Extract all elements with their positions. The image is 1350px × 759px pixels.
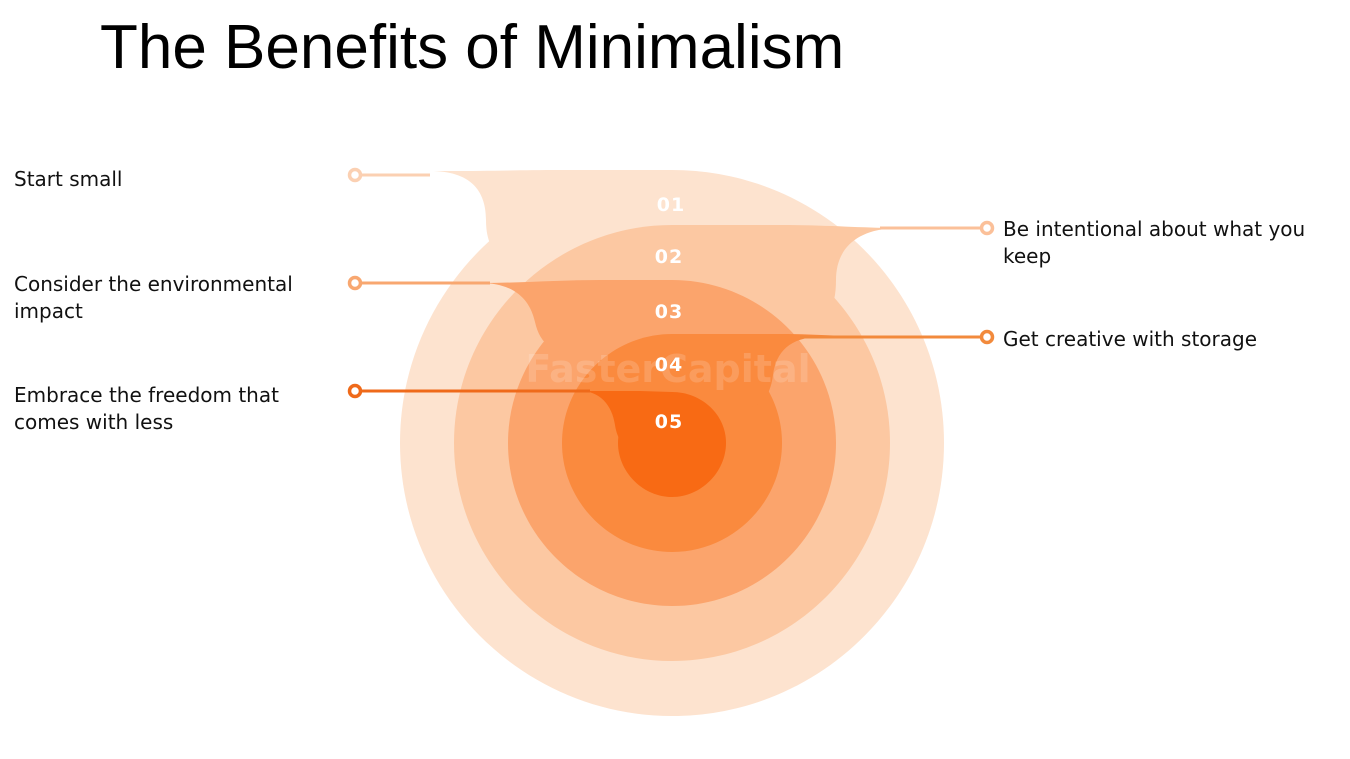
marker-01 (347, 167, 363, 183)
ring-05-number: 05 (655, 411, 683, 433)
step-label-be-intentional: Be intentional about what you keep (1003, 217, 1306, 268)
ring-02-number: 02 (655, 246, 683, 268)
ring-03-tail (362, 280, 672, 355)
ring-04-tail (672, 334, 980, 408)
ring-01-tail (355, 170, 672, 262)
step-label-environmental-impact: Consider the environmental impact (14, 272, 293, 323)
marker-03 (347, 275, 363, 291)
ring-01-number: 01 (657, 194, 685, 216)
step-label-embrace-freedom: Embrace the freedom that comes with less (14, 383, 279, 434)
slide-title: The Benefits of Minimalism (100, 13, 845, 82)
ring-03-number: 03 (655, 301, 683, 323)
ring-02-tail (672, 225, 980, 322)
step-label-creative-storage: Get creative with storage (1003, 327, 1258, 351)
ring-05-tail (362, 391, 672, 455)
ring-04-number: 04 (655, 354, 683, 376)
marker-04 (979, 329, 995, 345)
ring-05: 05 (347, 383, 726, 497)
marker-05 (347, 383, 363, 399)
marker-02 (979, 220, 995, 236)
watermark: FasterCapital (525, 347, 810, 391)
step-label-start-small: Start small (14, 167, 123, 191)
